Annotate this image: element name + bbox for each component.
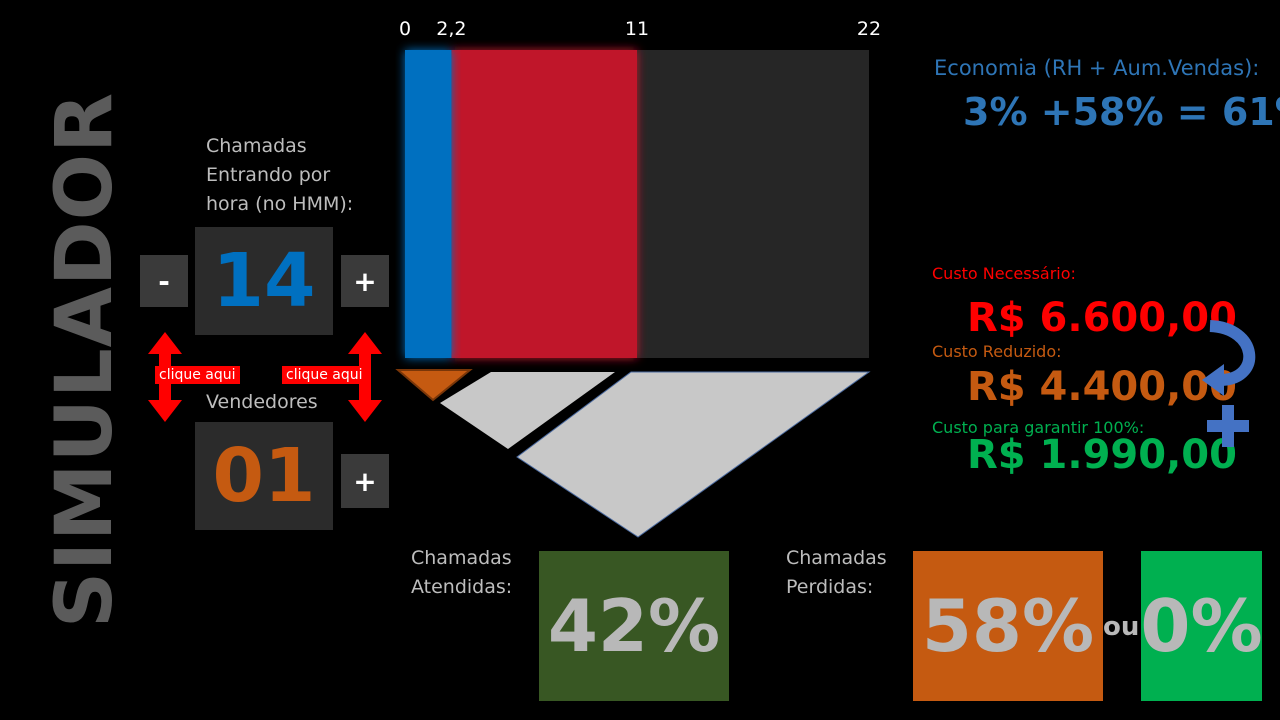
axis-tick-label: 11 bbox=[624, 18, 650, 40]
cost-guarantee-label: Custo para garantir 100%: bbox=[932, 418, 1145, 437]
answered-label: Chamadas Atendidas: bbox=[411, 547, 513, 598]
economy-value: 3% +58% = 61% bbox=[963, 90, 1280, 134]
plus-icon bbox=[1207, 405, 1249, 447]
page-title-text: SIMULADOR bbox=[40, 91, 130, 629]
calls-value: 14 bbox=[195, 227, 333, 335]
answered-percent: 42% bbox=[539, 551, 729, 701]
axis-tick-label: 0 bbox=[398, 18, 412, 40]
funnel-large-wedge bbox=[516, 371, 871, 538]
axis-tick-label: 2,2 bbox=[436, 18, 467, 40]
bar-segment bbox=[637, 50, 869, 358]
cost-reduced-value: R$ 4.400,00 bbox=[967, 364, 1237, 410]
calls-minus-button[interactable]: - bbox=[140, 255, 188, 307]
curved-arrow-icon bbox=[1202, 320, 1256, 396]
funnel-small-wedge bbox=[440, 372, 615, 449]
cost-guarantee-value: R$ 1.990,00 bbox=[967, 432, 1237, 478]
page-title: SIMULADOR bbox=[40, 90, 130, 630]
lost-alt-percent: 0% bbox=[1140, 551, 1263, 701]
lost-label: Chamadas Perdidas: bbox=[786, 547, 887, 598]
calls-plus-button[interactable]: + bbox=[341, 255, 389, 307]
cost-reduced-label: Custo Reduzido: bbox=[932, 342, 1062, 361]
capacity-bar-chart bbox=[405, 50, 869, 358]
funnel-orange-wedge bbox=[395, 369, 473, 402]
sellers-label: Vendedores bbox=[206, 391, 318, 413]
click-here-hint-right[interactable]: clique aqui bbox=[282, 366, 367, 384]
sellers-value: 01 bbox=[195, 422, 333, 530]
funnel-graphic bbox=[395, 369, 871, 538]
bar-segment bbox=[451, 50, 637, 358]
calls-label: Chamadas Entrando por hora (no HMM): bbox=[206, 135, 354, 215]
or-label: ou bbox=[1103, 612, 1140, 642]
cost-necessary-value: R$ 6.600,00 bbox=[967, 295, 1237, 341]
economy-label: Economia (RH + Aum.Vendas): bbox=[934, 56, 1260, 80]
cost-necessary-label: Custo Necessário: bbox=[932, 264, 1076, 283]
axis-tick-label: 22 bbox=[856, 18, 882, 40]
bar-segment bbox=[405, 50, 452, 358]
lost-percent: 58% bbox=[913, 551, 1103, 701]
click-here-hint-left[interactable]: clique aqui bbox=[155, 366, 240, 384]
sellers-plus-button[interactable]: + bbox=[341, 454, 389, 508]
